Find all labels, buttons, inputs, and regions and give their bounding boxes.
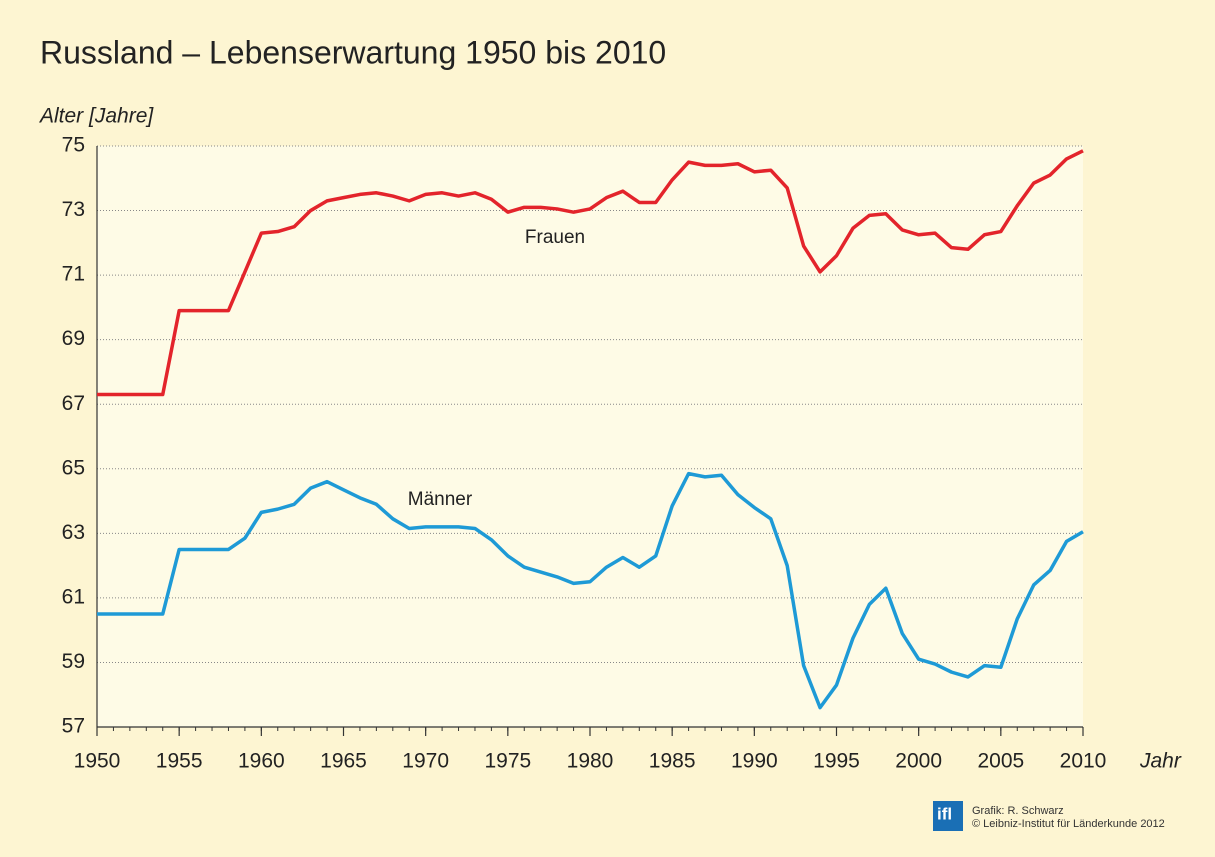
x-axis-label: Jahr: [1139, 750, 1182, 773]
x-tick-label: 2010: [1060, 750, 1107, 773]
series-line: [97, 471, 1084, 710]
y-tick-label: 65: [62, 456, 85, 479]
y-tick-label: 73: [62, 198, 85, 221]
y-tick-label: 59: [62, 650, 85, 673]
y-tick-label: 61: [62, 585, 85, 608]
x-tick-label: 2005: [977, 750, 1024, 773]
y-tick-label: 57: [62, 715, 85, 738]
y-tick-label: 69: [62, 327, 85, 350]
x-tick-label: 1965: [320, 750, 367, 773]
credit-author: Grafik: R. Schwarz: [972, 805, 1064, 817]
x-tick-label: 1975: [484, 750, 531, 773]
series-label: Männer: [408, 489, 473, 510]
y-tick-label: 75: [62, 134, 85, 157]
series-line: [97, 149, 1084, 397]
x-tick-label: 2000: [895, 750, 942, 773]
x-tick-label: 1960: [238, 750, 285, 773]
y-axis-label: Alter [Jahre]: [38, 105, 154, 128]
x-tick-label: 1990: [731, 750, 778, 773]
plot-area: [97, 146, 1083, 727]
x-tick-label: 1950: [74, 750, 121, 773]
x-tick-label: 1995: [813, 750, 860, 773]
y-tick-label: 71: [62, 263, 85, 286]
y-tick-label: 63: [62, 521, 85, 544]
x-tick-label: 1970: [402, 750, 449, 773]
logo: ifl: [937, 804, 952, 823]
x-tick-label: 1980: [567, 750, 614, 773]
series-label: Frauen: [525, 227, 585, 248]
x-tick-label: 1955: [156, 750, 203, 773]
logo-box: [933, 801, 963, 831]
y-tick-label: 67: [62, 392, 85, 415]
x-tick-label: 1985: [649, 750, 696, 773]
chart-title: Russland – Lebenserwartung 1950 bis 2010: [40, 34, 666, 70]
credit-copyright: © Leibniz-Institut für Länderkunde 2012: [972, 818, 1165, 830]
